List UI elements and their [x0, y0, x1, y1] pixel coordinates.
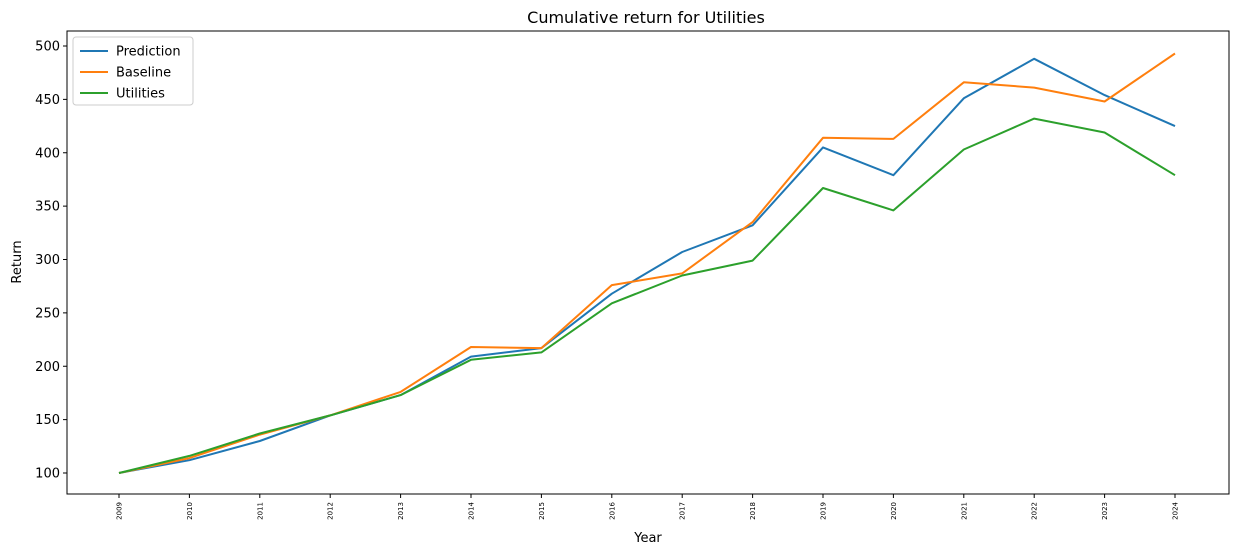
x-axis-label: Year — [633, 531, 662, 546]
y-tick-label: 300 — [35, 253, 60, 268]
plot-area — [66, 30, 1230, 495]
x-tick-label: 2021 — [960, 502, 968, 520]
y-tick-label: 500 — [35, 40, 60, 55]
y-tick-label: 150 — [35, 413, 60, 428]
legend-label-utilities: Utilities — [116, 87, 165, 102]
x-axis: 2009 2010 2011 2012 2013 2014 2015 2016 2017 2018… — [116, 494, 1180, 520]
x-tick-label: 2022 — [1031, 502, 1039, 520]
legend: Prediction Baseline Utilities — [72, 36, 194, 106]
x-tick-label: 2009 — [116, 502, 124, 520]
x-tick-label: 2020 — [890, 502, 898, 520]
series-line-prediction — [118, 57, 1176, 474]
x-tick-label: 2010 — [186, 502, 194, 520]
x-tick-label: 2018 — [749, 502, 757, 520]
x-tick-label: 2017 — [679, 502, 687, 520]
y-tick-label: 250 — [35, 306, 60, 321]
series-lines — [118, 52, 1176, 474]
x-tick-label: 2016 — [608, 501, 616, 519]
y-tick-label: 100 — [35, 467, 60, 482]
legend-frame — [72, 36, 194, 106]
y-axis: 100 150 200 250 300 350 400 450 500 — [35, 40, 67, 482]
x-tick-label: 2023 — [1101, 502, 1109, 520]
y-tick-label: 450 — [35, 93, 60, 108]
y-tick-label: 400 — [35, 146, 60, 161]
chart-title: Cumulative return for Utilities — [527, 8, 765, 27]
x-tick-label: 2019 — [820, 502, 828, 520]
y-axis-label: Return — [10, 240, 25, 283]
x-tick-label: 2014 — [468, 501, 476, 519]
legend-label-baseline: Baseline — [116, 66, 171, 81]
series-line-baseline — [118, 52, 1176, 474]
x-tick-label: 2015 — [538, 502, 546, 520]
series-line-utilities — [118, 117, 1176, 474]
legend-label-prediction: Prediction — [116, 45, 181, 60]
x-tick-label: 2024 — [1172, 501, 1180, 519]
y-tick-label: 350 — [35, 200, 60, 215]
x-tick-label: 2013 — [397, 502, 405, 520]
x-tick-label: 2011 — [256, 502, 264, 520]
x-tick-label: 2012 — [327, 502, 335, 520]
y-tick-label: 200 — [35, 360, 60, 375]
